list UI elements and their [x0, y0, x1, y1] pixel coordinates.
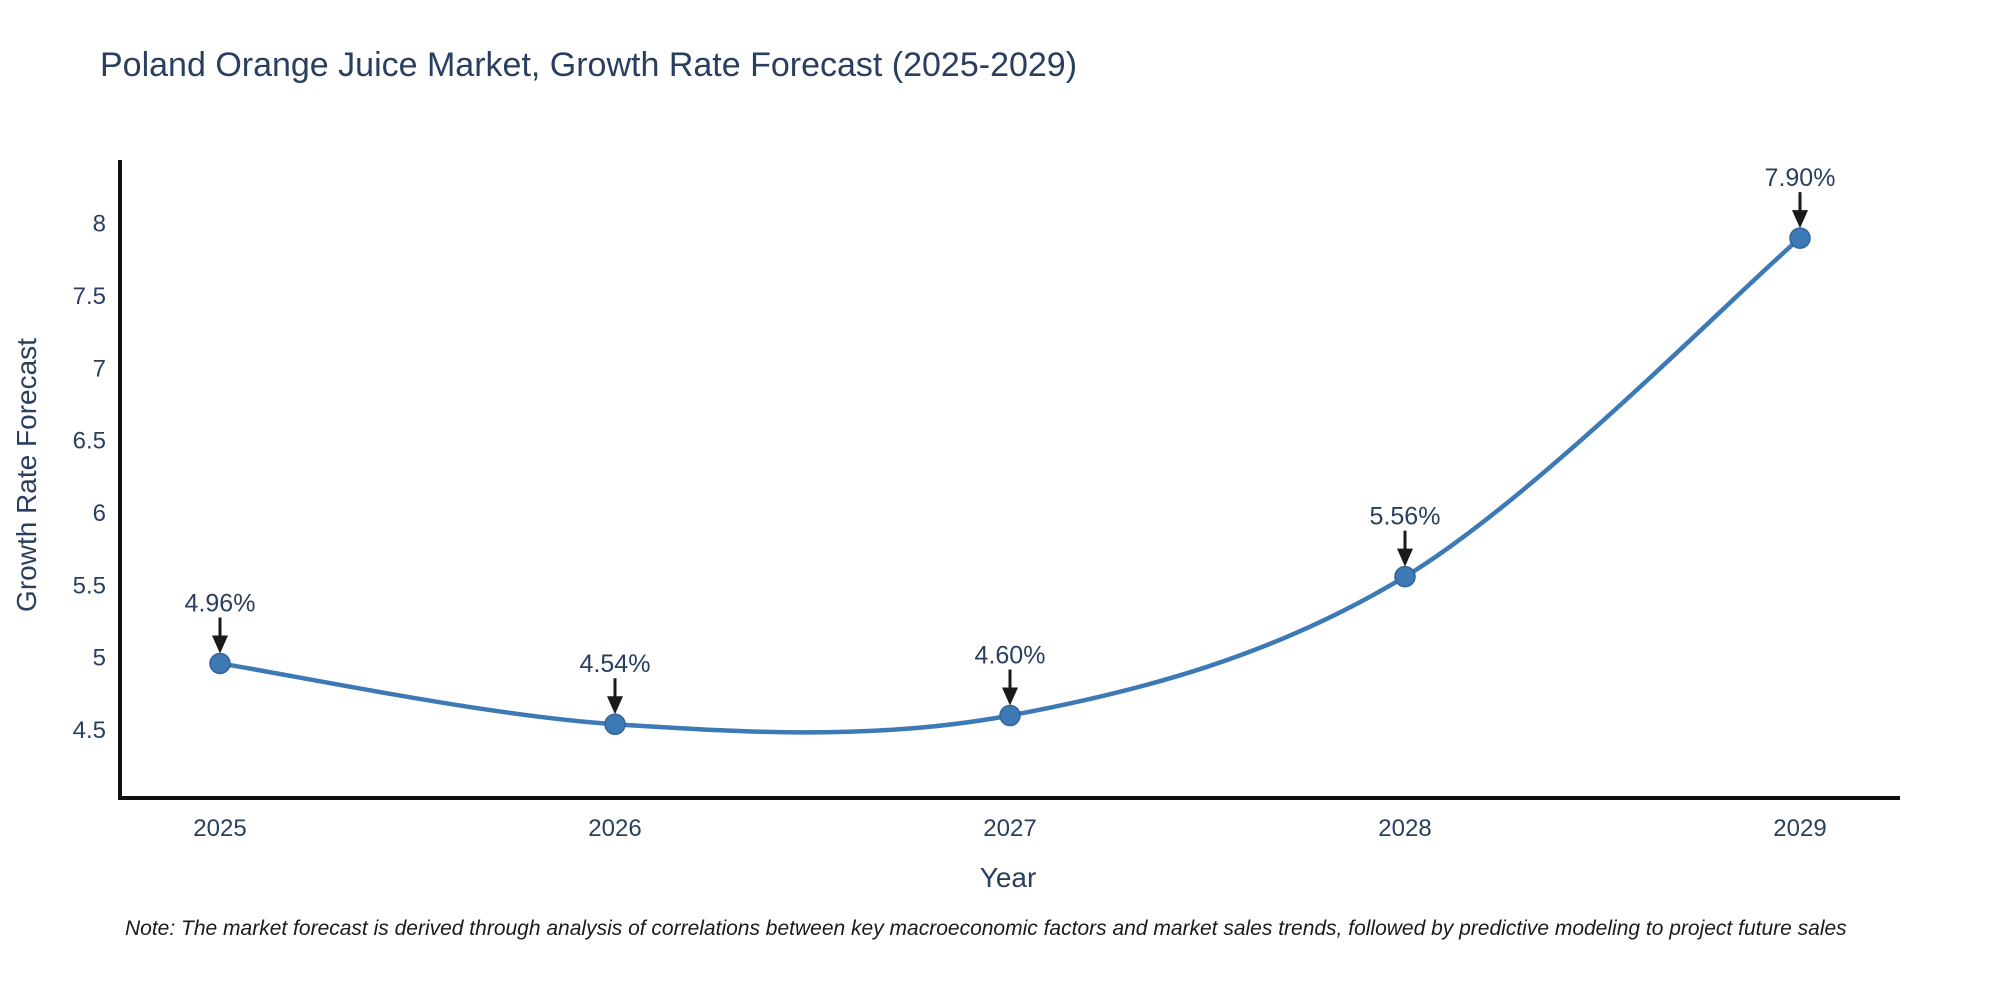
data-point-marker-2025 — [209, 652, 231, 675]
data-point-marker-2027 — [999, 704, 1021, 727]
annotation-label-2025: 4.96% — [185, 589, 256, 617]
x-axis-title: Year — [979, 862, 1037, 893]
annotation-label-2027: 4.60% — [975, 642, 1046, 670]
y-tick-label-8: 8 — [93, 211, 106, 238]
data-point-marker-2028 — [1394, 565, 1416, 588]
y-tick-label-7: 7 — [93, 355, 106, 382]
chart-title: Poland Orange Juice Market, Growth Rate … — [100, 46, 1078, 84]
data-point-marker-2026 — [604, 713, 626, 735]
annotation-arrowhead-2027 — [1002, 687, 1018, 706]
footnote: Note: The market forecast is derived thr… — [125, 917, 1847, 940]
annotation-arrowhead-2025 — [212, 635, 228, 654]
y-tick-label-7.5: 7.5 — [73, 283, 106, 310]
y-tick-label-5.5: 5.5 — [73, 572, 106, 599]
y-tick-label-4.5: 4.5 — [73, 717, 106, 744]
y-tick-label-5: 5 — [93, 645, 106, 672]
x-tick-label-2026: 2026 — [588, 815, 641, 842]
annotation-arrowhead-2026 — [607, 696, 623, 715]
annotation-arrowhead-2028 — [1397, 548, 1413, 567]
x-tick-label-2027: 2027 — [983, 815, 1036, 842]
x-tick-label-2029: 2029 — [1773, 815, 1826, 842]
y-axis-title: Growth Rate Forecast — [11, 338, 42, 612]
annotation-label-2026: 4.54% — [580, 650, 651, 678]
data-point-marker-2029 — [1789, 227, 1811, 249]
y-tick-label-6: 6 — [93, 500, 106, 527]
annotation-arrowhead-2029 — [1792, 210, 1808, 229]
x-tick-label-2028: 2028 — [1378, 815, 1431, 842]
annotation-label-2028: 5.56% — [1370, 503, 1441, 531]
x-tick-label-2025: 2025 — [193, 815, 246, 842]
y-tick-label-6.5: 6.5 — [73, 428, 106, 455]
annotation-label-2029: 7.90% — [1765, 164, 1836, 192]
